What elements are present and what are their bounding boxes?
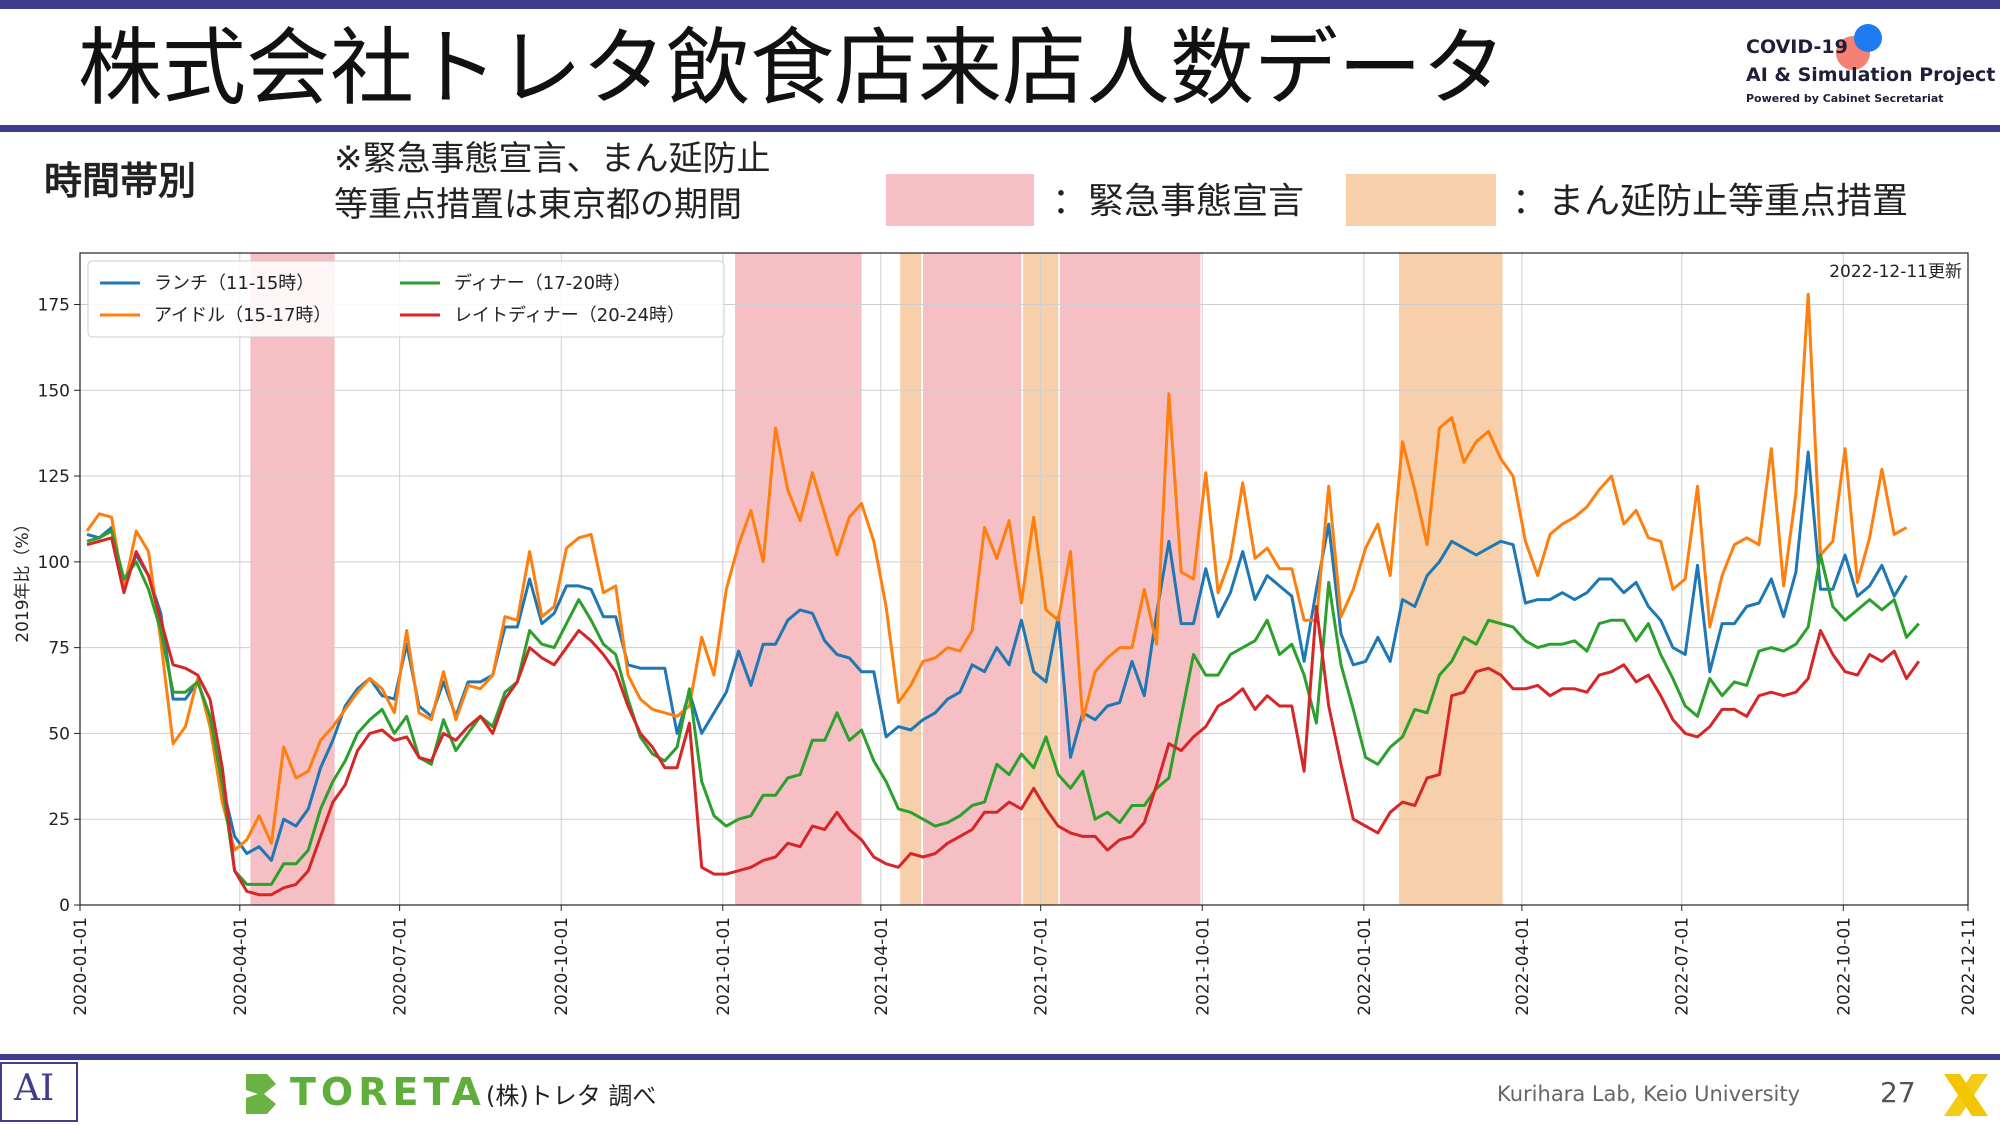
y-tick-label: 50 (48, 724, 70, 744)
lab-credit: Kurihara Lab, Keio University (1497, 1082, 1801, 1106)
x-tick-label: 2022-12-11 (1959, 917, 1979, 1016)
x-tick-label: 2022-10-01 (1834, 917, 1854, 1016)
legend-label-1: アイドル（15-17時） (154, 305, 331, 326)
series-line-1 (85, 292, 1908, 852)
x-tick-label: 2022-01-01 (1355, 917, 1375, 1016)
logo-blue-circle (1854, 24, 1882, 52)
bottom-accent-bar (0, 1054, 2000, 1060)
legend-label-2: ディナー（17-20時） (454, 273, 631, 294)
visitor-line-chart: 0 25 50 75 100 125 150 175 2020-01-01 2020-04-01… (13, 252, 1979, 1016)
data-source: (株)トレタ 調べ (486, 1082, 657, 1110)
series-line-2 (86, 529, 1920, 886)
y-tick-label: 75 (48, 639, 70, 659)
plot-frame (79, 252, 1969, 906)
emergency-band-3 (1060, 253, 1201, 905)
period-note: ※緊急事態宣言、まん延防止 等重点措置は東京都の期間 (334, 136, 771, 228)
y-tick-label: 0 (59, 896, 70, 916)
emergency-legend-label: ：緊急事態宣言 (1052, 181, 1305, 222)
emergency-band-2 (923, 253, 1022, 905)
semi-emergency-legend-label: ：まん延防止等重点措置 (1512, 181, 1909, 222)
lab-logo: AI (0, 1062, 78, 1122)
emergency-band-0 (250, 253, 335, 905)
semi-band-0 (900, 253, 922, 905)
x-tick-label: 2021-10-01 (1193, 917, 1213, 1016)
series-lines (85, 292, 1921, 897)
emergency-band-1 (735, 253, 862, 905)
y-tick-label: 150 (38, 381, 70, 401)
toreta-mark-icon (246, 1074, 276, 1114)
logo-line1: COVID-19 (1746, 36, 1848, 58)
toreta-wordmark: TORETA (290, 1070, 486, 1114)
logo-line3: Powered by Cabinet Secretariat (1746, 92, 1944, 105)
y-axis-ticks: 0 25 50 75 100 125 150 175 (38, 295, 80, 916)
x-axis-ticks: 2020-01-01 2020-04-01 2020-07-01 2020-10-01… (71, 905, 1979, 1016)
page-number: 27 (1880, 1076, 1916, 1109)
x-tick-label: 2020-07-01 (391, 917, 411, 1016)
x-tick-label: 2021-04-01 (872, 917, 892, 1016)
x-tick-label: 2020-04-01 (231, 917, 251, 1016)
logo-line2: AI & Simulation Project (1746, 64, 1996, 86)
x-tick-label: 2021-01-01 (714, 917, 734, 1016)
legend-label-0: ランチ（11-15時） (154, 273, 314, 294)
x-cross-logo-icon (1944, 1074, 1988, 1116)
updated-date: 2022-12-11更新 (1829, 262, 1962, 282)
top-accent-bar (0, 0, 2000, 9)
x-tick-label: 2020-01-01 (71, 917, 91, 1016)
y-axis-label: 2019年比（%） (13, 515, 33, 642)
legend-box (87, 260, 725, 338)
x-tick-label: 2022-04-01 (1513, 917, 1533, 1016)
emergency-swatch (886, 174, 1034, 226)
semi-band-2 (1398, 253, 1503, 905)
note-line2: 等重点措置は東京都の期間 (334, 185, 742, 225)
page-title: 株式会社トレタ飲食店来店人数データ (78, 19, 1507, 117)
title-divider-bar (0, 125, 2000, 132)
lab-logo-text: AI (14, 1068, 55, 1109)
legend-label-3: レイトディナー（20-24時） (454, 305, 685, 326)
note-line1: ※緊急事態宣言、まん延防止 (334, 139, 771, 179)
x-tick-label: 2022-07-01 (1673, 917, 1693, 1016)
series-line-3 (86, 536, 1921, 897)
x-tick-label: 2020-10-01 (552, 917, 572, 1016)
y-tick-label: 175 (38, 295, 70, 315)
subtitle: 時間帯別 (44, 159, 197, 203)
y-tick-label: 25 (48, 810, 70, 830)
semi-emergency-swatch (1346, 174, 1496, 226)
covid-project-logo: COVID-19 AI & Simulation Project Powered… (1746, 24, 1995, 118)
y-tick-label: 100 (38, 553, 70, 573)
series-line-0 (86, 450, 1908, 862)
chart-legend: ランチ（11-15時） アイドル（15-17時） ディナー（17-20時） レイトディ… (87, 260, 725, 338)
y-tick-label: 125 (38, 467, 70, 487)
period-bands (250, 253, 1503, 905)
x-tick-label: 2021-07-01 (1032, 917, 1052, 1016)
